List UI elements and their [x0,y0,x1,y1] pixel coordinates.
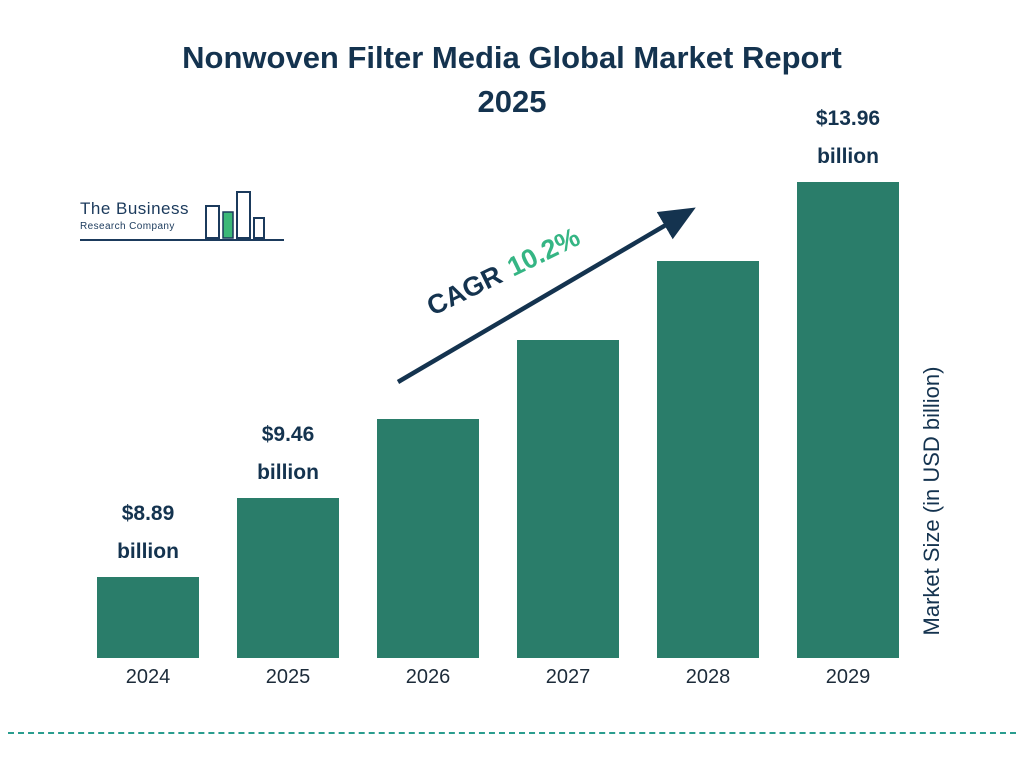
page-title-line2: 2025 [477,84,547,119]
bar-value-amount: $8.89 [121,502,175,525]
logo-name-line1: The Business [80,199,189,218]
bar-2026 [377,419,479,658]
page-title-line1: Nonwoven Filter Media Global Market Repo… [182,40,842,75]
x-axis-label-2026: 2026 [405,666,451,688]
bar-value-amount: $13.96 [815,107,881,130]
bar-value-unit: billion [257,461,319,484]
bar-2029 [797,182,899,658]
y-axis-title: Market Size (in USD billion) [919,366,944,636]
logo: The Business Research Company [72,183,284,245]
logo-name-line2: Research Company [80,221,175,232]
x-axis-label-2024: 2024 [125,666,171,688]
bar-value-label-2025: $9.46 billion [203,416,373,492]
x-axis-label-2027: 2027 [545,666,591,688]
bar-2028 [657,261,759,658]
page-title: Nonwoven Filter Media Global Market Repo… [0,36,1024,124]
x-axis-label-2025: 2025 [265,666,311,688]
logo-bar-chart-icon [205,191,265,239]
bar-2025 [237,498,339,658]
bar-2027 [517,340,619,658]
logo-underline [80,239,284,241]
bar-2024 [97,577,199,658]
bar-value-label-2029: $13.96 billion [763,100,933,176]
bar-value-label-2024: $8.89 billion [63,495,233,571]
bar-value-unit: billion [817,145,879,168]
logo-text: The Business Research Company [80,199,189,232]
x-axis-label-2028: 2028 [685,666,731,688]
bar-value-amount: $9.46 [261,423,315,446]
cagr-trend-arrow-icon [396,207,696,384]
x-axis-label-2029: 2029 [825,666,871,688]
bar-value-unit: billion [117,540,179,563]
bottom-dashed-divider [8,732,1016,734]
